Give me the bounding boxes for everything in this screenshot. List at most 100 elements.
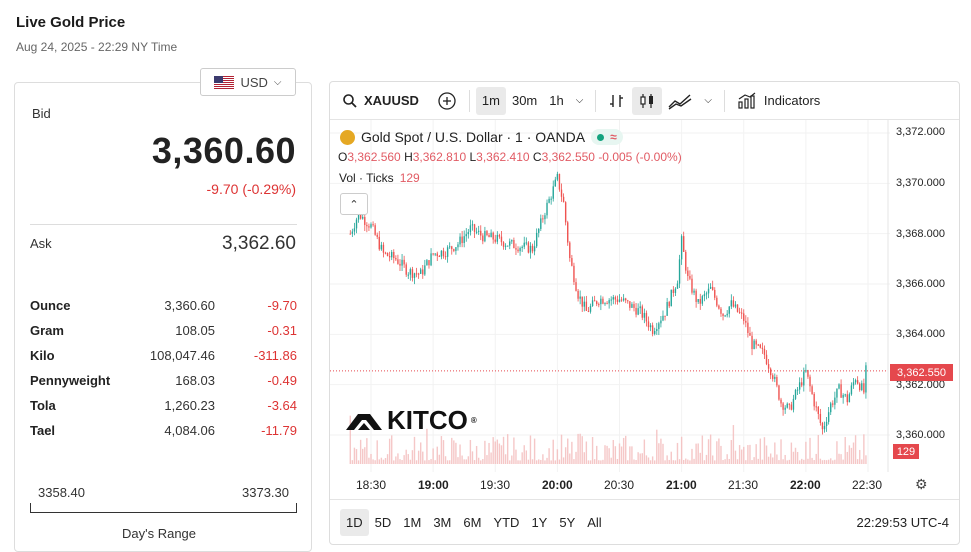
volume-bar [751, 460, 753, 464]
low-value: 3,362.410 [476, 150, 530, 164]
candle-body [859, 383, 861, 391]
collapse-legend-button[interactable]: ⌃ [340, 193, 368, 215]
volume-bar [509, 460, 511, 464]
volume-bar [593, 459, 596, 464]
range-1d[interactable]: 1D [340, 509, 369, 536]
volume-bar [519, 460, 521, 464]
volume-bar [815, 453, 817, 464]
chart-type-button[interactable] [662, 87, 698, 115]
volume-bar [405, 449, 407, 464]
market-status-badge: ≈ [591, 129, 623, 145]
volume-bar [451, 437, 453, 464]
volume-bar [465, 459, 467, 464]
volume-bar [631, 446, 633, 464]
unit-change: -3.64 [267, 398, 297, 413]
candle-body [651, 325, 654, 334]
volume-bar [504, 454, 507, 464]
candle-body [349, 233, 351, 235]
bar-style-button[interactable] [602, 87, 632, 115]
range-5d[interactable]: 5D [374, 515, 392, 530]
chevron-down-icon: ⌵ [273, 76, 282, 88]
range-ytd[interactable]: YTD [493, 515, 520, 530]
candle-body [705, 293, 708, 295]
volume-bar [798, 460, 801, 464]
candle-body [430, 253, 432, 266]
candle-body [763, 348, 766, 355]
interval-1m[interactable]: 1m [475, 86, 506, 115]
candle-body [711, 286, 714, 290]
volume-bar [531, 459, 534, 464]
candle-body [527, 242, 530, 253]
candle-body [846, 394, 848, 403]
volume-bar [488, 442, 490, 464]
candles-button[interactable] [632, 86, 663, 115]
candle-body [457, 244, 459, 248]
chart-settings-button[interactable]: ⚙ [915, 476, 928, 493]
candle-body [732, 300, 735, 307]
unit-name: Tael [30, 423, 56, 438]
volume-bar [558, 459, 561, 464]
volume-bar [753, 457, 755, 464]
volume-bar [448, 460, 451, 464]
candle-body [745, 320, 747, 323]
interval-30m[interactable]: 30m [511, 93, 538, 108]
unit-price: 4,084.06 [164, 423, 215, 438]
unit-price: 3,360.60 [164, 298, 215, 313]
volume-bar [840, 454, 842, 464]
symbol-search[interactable]: XAUUSD [336, 87, 425, 115]
candle-body [865, 365, 867, 393]
candle-body [786, 403, 788, 408]
candle-body [622, 298, 625, 301]
range-1m[interactable]: 1M [403, 515, 422, 530]
interval-dropdown[interactable]: ⌵ [570, 87, 590, 115]
range-3m[interactable]: 3M [433, 515, 452, 530]
ask-value: 3,362.60 [222, 233, 296, 254]
unit-row: Kilo 108,047.46 -311.86 [30, 348, 298, 373]
candle-body [459, 236, 461, 245]
candle-body [678, 259, 681, 284]
chart-panel [329, 81, 960, 545]
candle-body [467, 232, 470, 235]
bid-value: 3,360.60 [151, 130, 296, 171]
us-flag-icon [214, 75, 235, 89]
currency-select[interactable]: USD ⌵ [200, 68, 296, 96]
unit-row: Gram 108.05 -0.31 [30, 323, 298, 348]
candle-body [502, 242, 505, 247]
chart-type-dropdown[interactable]: ⌵ [698, 87, 718, 115]
candle-body [776, 376, 778, 386]
day-range-label: Day's Range [122, 526, 197, 541]
candle-body [784, 407, 786, 410]
divider [723, 89, 725, 112]
candle-body [645, 312, 648, 322]
volume-bar [571, 441, 573, 464]
candle-body [548, 198, 550, 203]
indicators-button[interactable]: Indicators [731, 87, 826, 115]
volume-bar [780, 439, 782, 464]
change-value: -0.005 (-0.00%) [598, 150, 682, 164]
volume-bar [496, 439, 499, 464]
range-5y[interactable]: 5Y [559, 515, 576, 530]
volume-bar [827, 459, 830, 464]
interval-1h[interactable]: 1h [549, 93, 564, 108]
y-tick-label: 3,368.000 [896, 228, 945, 240]
volume-bar [453, 440, 455, 464]
volume-bar [436, 446, 438, 464]
compare-button[interactable] [431, 87, 463, 115]
volume-bar [747, 445, 749, 464]
volume-bar [782, 459, 784, 464]
volume-bar [724, 459, 726, 464]
volume-bar [823, 459, 826, 464]
volume-bar [730, 440, 733, 464]
candle-body [699, 299, 701, 304]
volume-bar [662, 443, 664, 464]
range-all[interactable]: All [587, 515, 602, 530]
volume-value: 129 [399, 171, 420, 185]
range-1y[interactable]: 1Y [531, 515, 548, 530]
volume-bar [409, 459, 412, 464]
range-6m[interactable]: 6M [463, 515, 482, 530]
price-chart[interactable] [330, 120, 960, 472]
unit-change: -11.79 [261, 423, 297, 438]
candle-body [620, 299, 623, 301]
candle-body [753, 340, 755, 349]
candle-body [629, 301, 631, 308]
